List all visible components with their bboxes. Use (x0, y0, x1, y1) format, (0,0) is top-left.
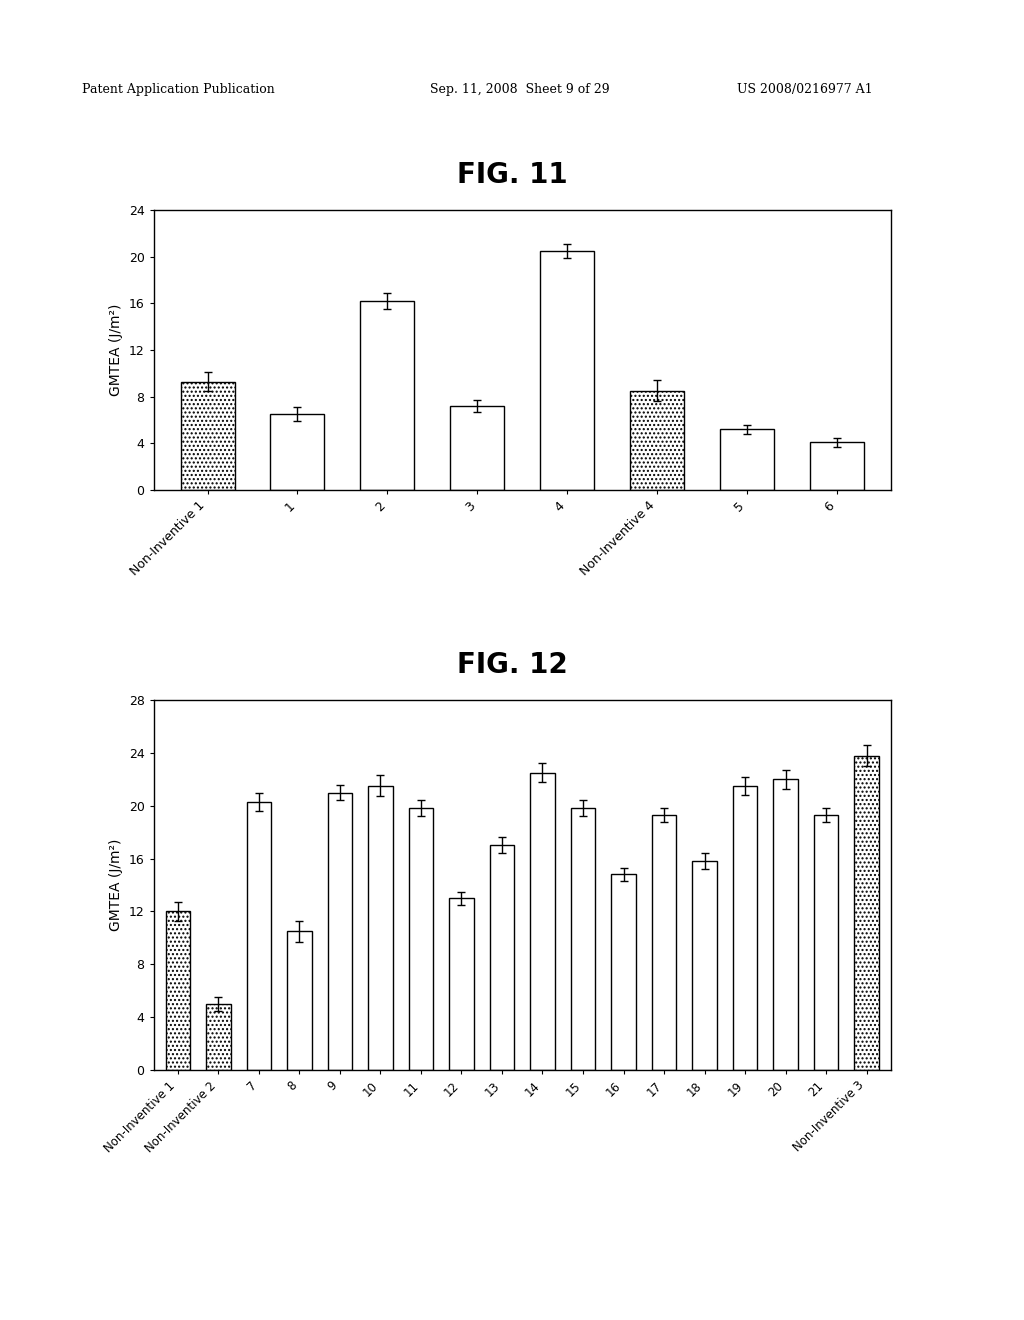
Bar (814, 814, 839, 1071)
Bar (450, 898, 474, 1071)
Bar (630, 391, 684, 490)
Bar (288, 931, 311, 1071)
Bar (652, 814, 676, 1071)
Bar (180, 381, 234, 490)
Text: US 2008/0216977 A1: US 2008/0216977 A1 (737, 83, 872, 96)
Bar (733, 785, 757, 1071)
Bar (369, 785, 392, 1071)
Bar (247, 801, 271, 1071)
Bar (451, 407, 504, 490)
Bar (270, 414, 325, 490)
Y-axis label: GMTEA (J/m²): GMTEA (J/m²) (110, 304, 123, 396)
Text: Patent Application Publication: Patent Application Publication (82, 83, 274, 96)
Bar (328, 792, 352, 1071)
Bar (854, 755, 879, 1071)
Bar (206, 1005, 230, 1071)
Bar (570, 808, 595, 1071)
Bar (530, 772, 555, 1071)
Text: FIG. 11: FIG. 11 (457, 161, 567, 189)
Text: Sep. 11, 2008  Sheet 9 of 29: Sep. 11, 2008 Sheet 9 of 29 (430, 83, 609, 96)
Bar (773, 779, 798, 1071)
Bar (720, 429, 774, 490)
Bar (810, 442, 864, 490)
Y-axis label: GMTEA (J/m²): GMTEA (J/m²) (110, 838, 123, 931)
Bar (489, 845, 514, 1071)
Bar (541, 251, 594, 490)
Bar (611, 874, 636, 1071)
Bar (360, 301, 415, 490)
Bar (692, 861, 717, 1071)
Bar (409, 808, 433, 1071)
Text: FIG. 12: FIG. 12 (457, 651, 567, 678)
Bar (166, 911, 190, 1071)
